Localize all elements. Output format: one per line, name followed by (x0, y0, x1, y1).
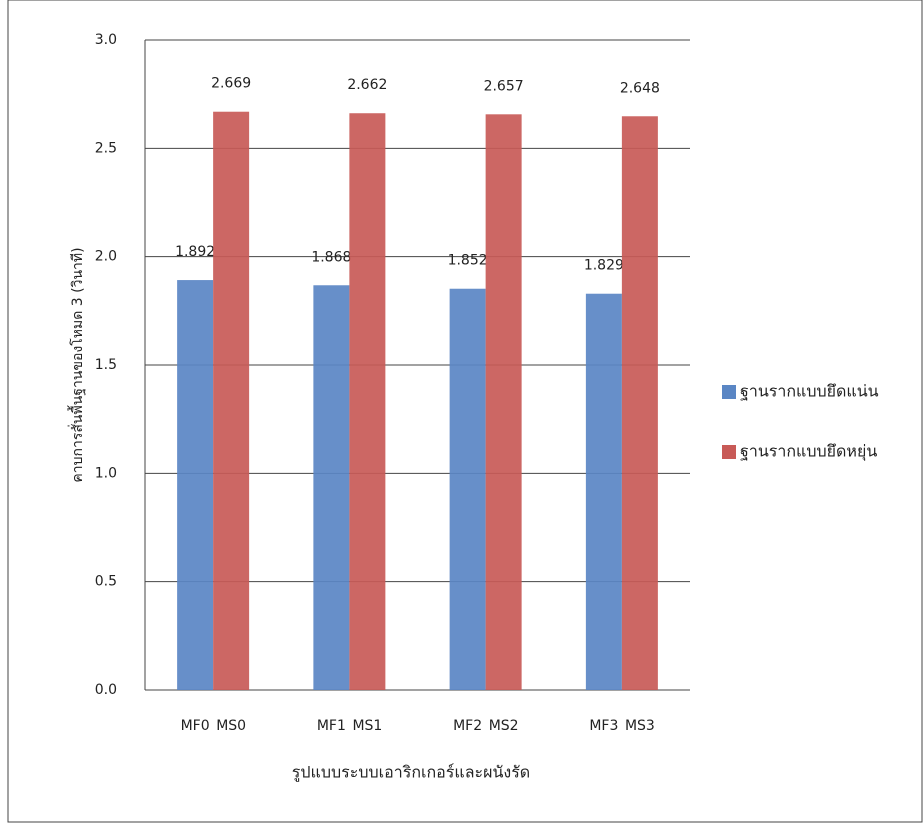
bar (585, 293, 622, 690)
data-label: 2.662 (347, 77, 387, 93)
bar (313, 285, 350, 690)
data-label: 2.657 (484, 78, 524, 94)
bar (349, 113, 386, 690)
bar (621, 116, 658, 691)
data-label: 1.829 (584, 258, 624, 274)
data-label: 1.852 (448, 253, 488, 269)
y-tick-label: 2.0 (95, 249, 117, 265)
x-tick-label: MS2 (489, 718, 519, 734)
bar (177, 280, 214, 690)
legend-swatch (722, 385, 736, 399)
bar (485, 114, 522, 691)
x-tick-label: MS3 (625, 718, 655, 734)
legend-label: ฐานรากแบบยึดแน่น (740, 382, 879, 401)
data-label: 2.648 (620, 80, 660, 96)
y-tick-label: 1.5 (95, 357, 117, 373)
y-tick-label: 0.0 (95, 682, 117, 698)
legend-label: ฐานรากแบบยึดหยุ่น (740, 442, 877, 462)
y-tick-label: 1.0 (95, 465, 117, 481)
bar (449, 288, 486, 690)
x-tick-label: MS0 (216, 718, 246, 734)
x-tick-label: MF1 (317, 718, 346, 734)
legend-swatch (722, 445, 736, 459)
x-axis-title: รูปแบบระบบเอาริกเกอร์และผนังรัด (292, 763, 530, 783)
x-tick-label: MF3 (589, 718, 618, 734)
bar (213, 111, 250, 690)
y-tick-label: 0.5 (95, 574, 117, 590)
data-label: 1.868 (311, 249, 351, 265)
data-label: 1.892 (175, 244, 215, 260)
y-tick-label: 3.0 (95, 32, 117, 48)
x-tick-label: MF0 (181, 718, 210, 734)
y-tick-label: 2.5 (95, 140, 117, 156)
x-tick-label: MS1 (352, 718, 382, 734)
x-tick-label: MF2 (453, 718, 482, 734)
y-axis-title: คาบการสั่นพื้นฐานของโหมด 3 (วินาที) (67, 247, 86, 482)
data-label: 2.669 (211, 76, 251, 92)
